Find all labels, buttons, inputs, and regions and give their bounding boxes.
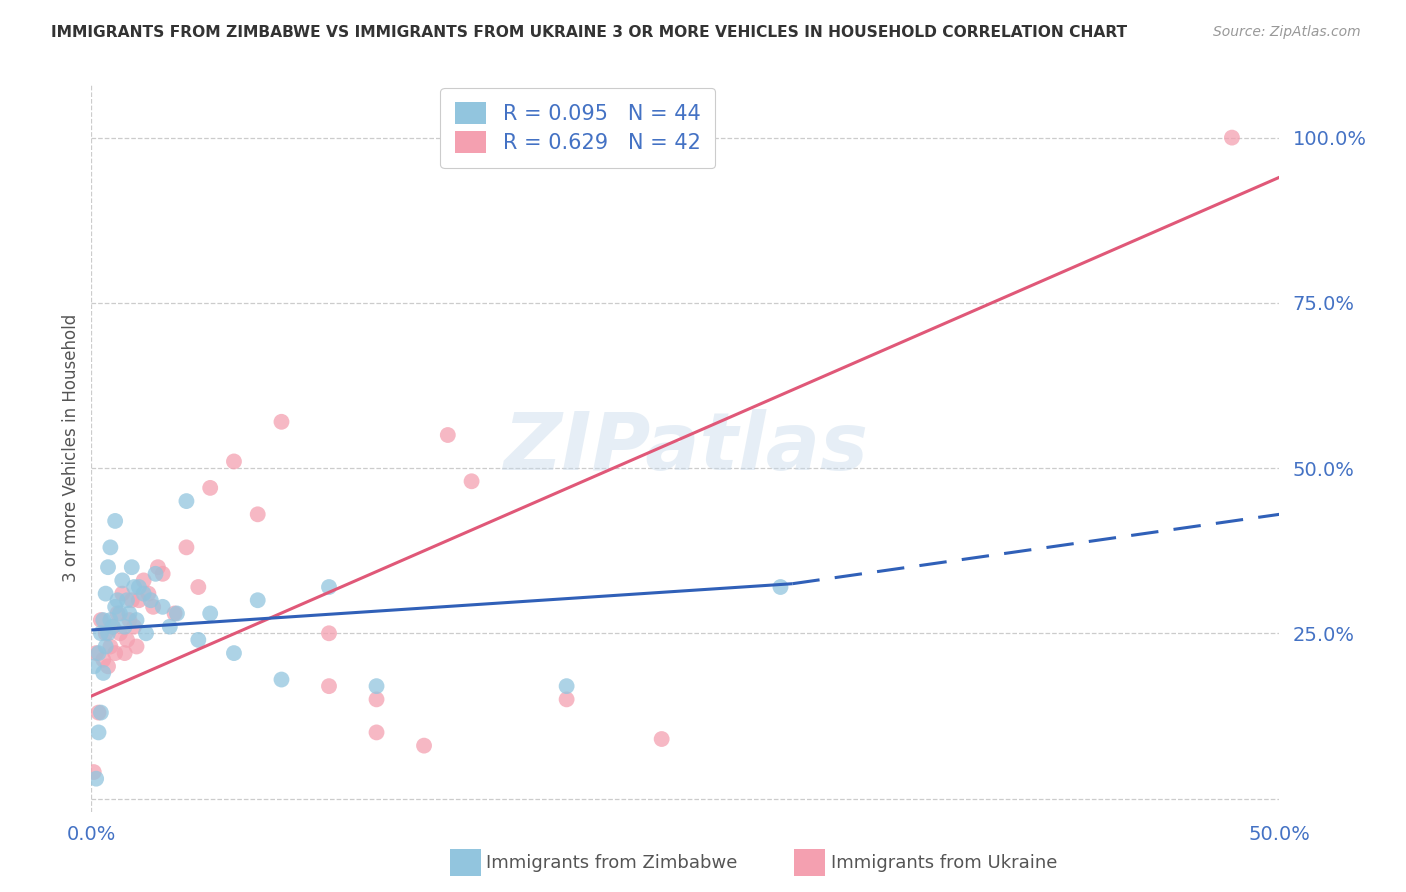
Y-axis label: 3 or more Vehicles in Household: 3 or more Vehicles in Household xyxy=(62,314,80,582)
Point xyxy=(1220,130,1243,145)
Text: Immigrants from Zimbabwe: Immigrants from Zimbabwe xyxy=(486,854,738,871)
Point xyxy=(83,659,105,673)
Point xyxy=(84,772,107,786)
Point xyxy=(90,706,112,720)
Point xyxy=(107,607,129,621)
Point xyxy=(84,646,107,660)
Point xyxy=(91,613,114,627)
Point xyxy=(115,632,138,647)
Point xyxy=(111,574,134,588)
Legend: R = 0.095   N = 44, R = 0.629   N = 42: R = 0.095 N = 44, R = 0.629 N = 42 xyxy=(440,88,716,168)
Point xyxy=(145,566,167,581)
Point xyxy=(118,613,141,627)
Point xyxy=(97,659,120,673)
Point xyxy=(135,626,157,640)
Point xyxy=(146,560,169,574)
Point xyxy=(114,620,136,634)
Point xyxy=(366,725,388,739)
Point xyxy=(200,481,222,495)
Point xyxy=(200,607,222,621)
Point xyxy=(460,475,482,489)
Point xyxy=(318,626,340,640)
Point xyxy=(366,692,388,706)
Point xyxy=(104,646,127,660)
Point xyxy=(159,620,181,634)
Point xyxy=(152,566,174,581)
Point xyxy=(318,679,340,693)
Text: Source: ZipAtlas.com: Source: ZipAtlas.com xyxy=(1213,25,1361,39)
Point xyxy=(97,560,120,574)
Text: IMMIGRANTS FROM ZIMBABWE VS IMMIGRANTS FROM UKRAINE 3 OR MORE VEHICLES IN HOUSEH: IMMIGRANTS FROM ZIMBABWE VS IMMIGRANTS F… xyxy=(51,25,1126,40)
Point xyxy=(128,593,150,607)
Point xyxy=(94,640,117,654)
Point xyxy=(121,593,143,607)
Point xyxy=(90,626,112,640)
Point xyxy=(555,692,578,706)
Point xyxy=(90,613,112,627)
Point xyxy=(246,593,269,607)
Point xyxy=(246,508,269,522)
Point xyxy=(87,725,110,739)
Point xyxy=(101,620,124,634)
Point xyxy=(83,765,105,780)
Point xyxy=(122,620,145,634)
Point xyxy=(100,613,122,627)
Point xyxy=(152,599,174,614)
Point xyxy=(769,580,792,594)
Point xyxy=(87,646,110,660)
Point xyxy=(122,580,145,594)
Point xyxy=(104,514,127,528)
Point xyxy=(97,626,120,640)
Point xyxy=(176,494,198,508)
Point xyxy=(118,607,141,621)
Text: ZIPatlas: ZIPatlas xyxy=(503,409,868,487)
Point xyxy=(163,607,186,621)
Point xyxy=(436,428,458,442)
Point xyxy=(100,640,122,654)
Point xyxy=(108,607,131,621)
Point xyxy=(91,665,114,680)
Point xyxy=(107,593,129,607)
Point xyxy=(125,613,148,627)
Point xyxy=(222,646,245,660)
Point xyxy=(87,706,110,720)
Point xyxy=(176,541,198,555)
Point xyxy=(94,587,117,601)
Point xyxy=(125,640,148,654)
Point xyxy=(318,580,340,594)
Point xyxy=(139,593,162,607)
Point xyxy=(270,673,292,687)
Point xyxy=(104,599,127,614)
Point xyxy=(222,454,245,468)
Point xyxy=(142,599,165,614)
Point xyxy=(94,626,117,640)
Point xyxy=(651,731,673,746)
Point xyxy=(121,560,143,574)
Point xyxy=(132,587,155,601)
Point xyxy=(138,587,160,601)
Point xyxy=(91,653,114,667)
Point xyxy=(270,415,292,429)
Point xyxy=(187,580,209,594)
Point xyxy=(100,541,122,555)
Point xyxy=(366,679,388,693)
Point xyxy=(101,620,124,634)
Point xyxy=(108,626,131,640)
Point xyxy=(166,607,188,621)
Point xyxy=(111,587,134,601)
Text: Immigrants from Ukraine: Immigrants from Ukraine xyxy=(831,854,1057,871)
Point xyxy=(555,679,578,693)
Point xyxy=(128,580,150,594)
Point xyxy=(413,739,436,753)
Point xyxy=(115,593,138,607)
Point xyxy=(187,632,209,647)
Point xyxy=(114,646,136,660)
Point xyxy=(132,574,155,588)
